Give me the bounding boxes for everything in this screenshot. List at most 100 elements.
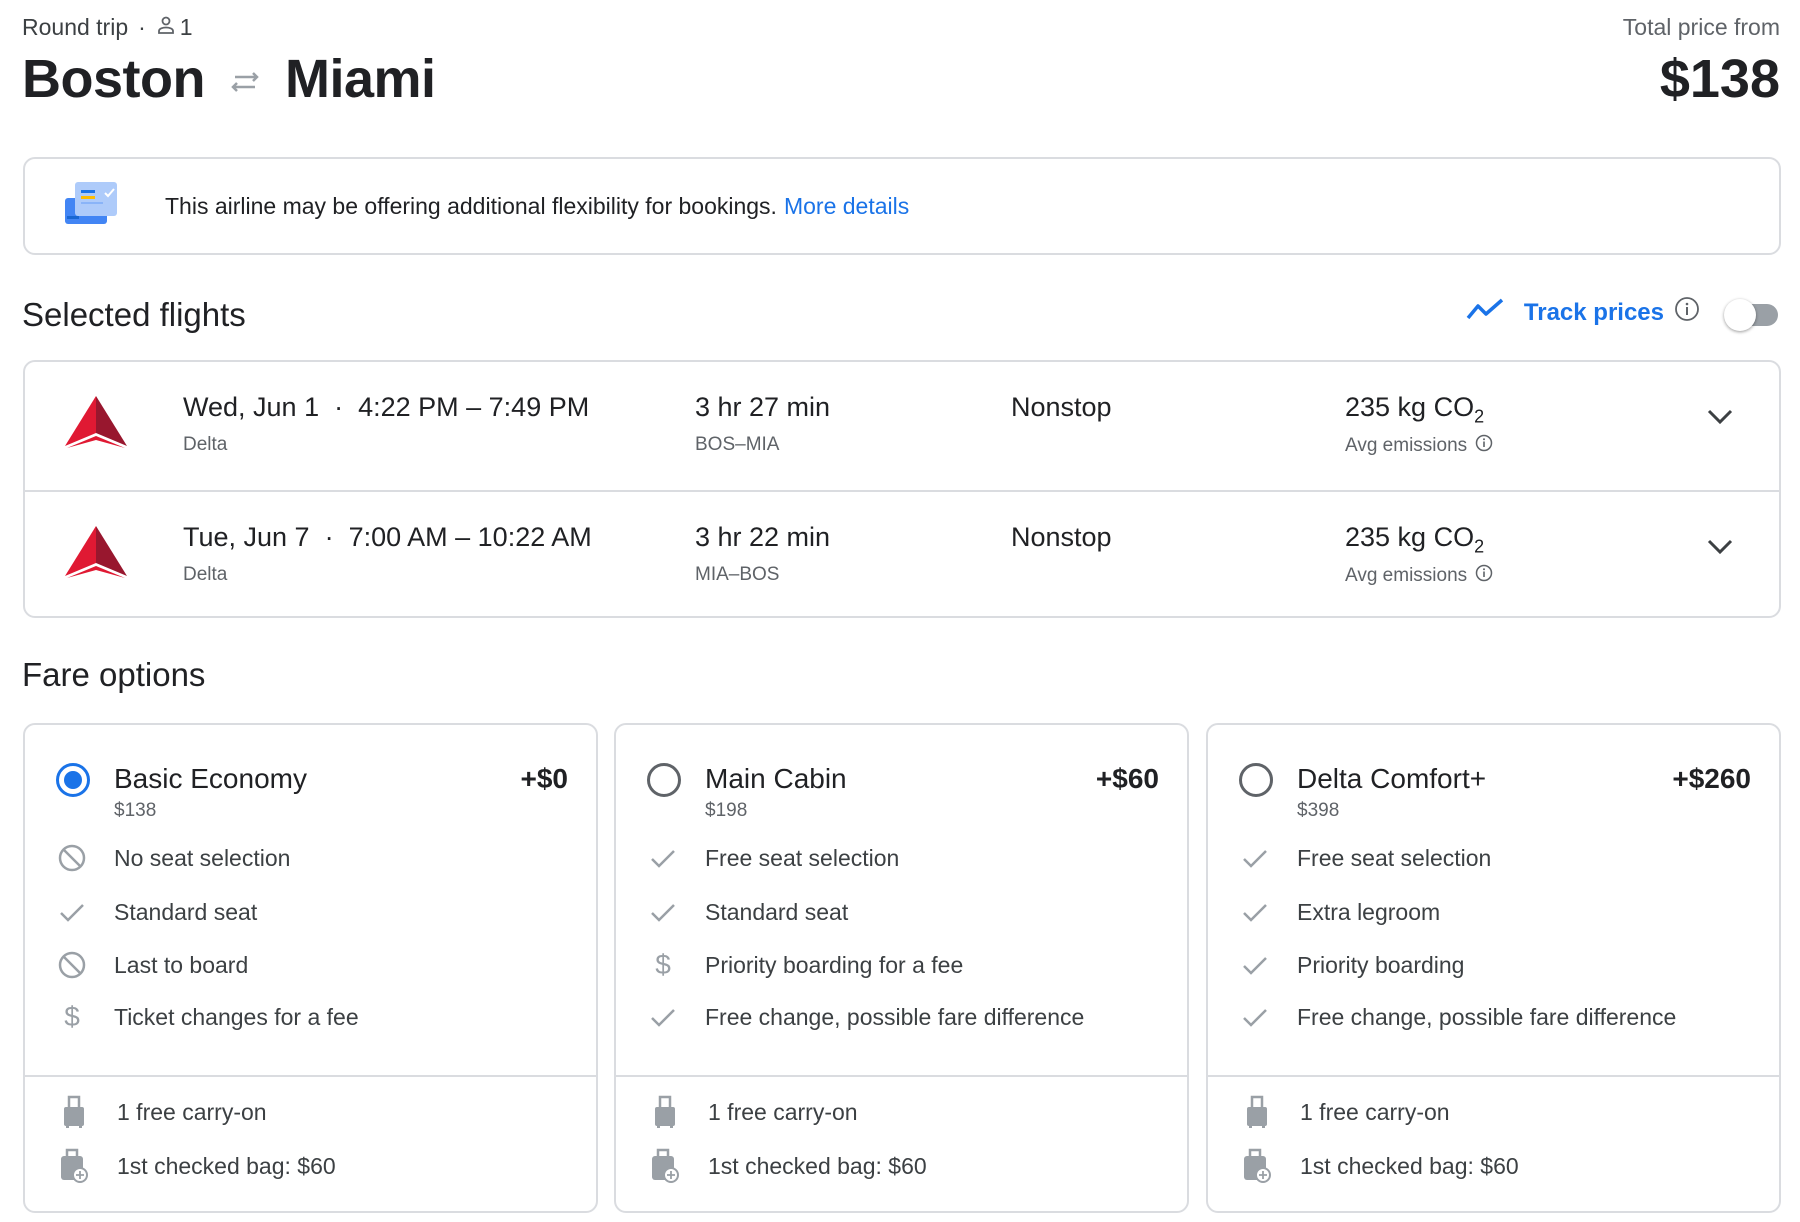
fare-radio[interactable] (56, 763, 90, 797)
baggage-text: 1 free carry-on (117, 1098, 267, 1125)
baggage-text: 1st checked bag: $60 (1300, 1152, 1519, 1179)
separator-dot: · (309, 522, 349, 552)
fare-name: Basic Economy (114, 763, 307, 794)
banner-text: This airline may be offering additional … (165, 192, 777, 219)
flight-date: Tue, Jun 7 (183, 522, 310, 552)
delta-logo-icon (65, 526, 127, 583)
info-icon[interactable] (1475, 564, 1493, 588)
fare-price-difference: +$60 (1095, 763, 1159, 794)
fare-total-price: $138 (114, 800, 157, 821)
booking-document-icon (65, 180, 119, 232)
fare-feature-text: Standard seat (705, 898, 849, 925)
baggage-item: 1st checked bag: $60 (59, 1148, 336, 1184)
flight-row[interactable]: Tue, Jun 7 · 7:00 AM – 10:22 AM Delta 3 … (25, 490, 1779, 618)
dollar-icon: $ (64, 1001, 80, 1032)
fare-feature: Free seat selection (646, 841, 899, 875)
checked-bag-icon (1242, 1148, 1272, 1184)
divider (1208, 1075, 1779, 1077)
check-icon (55, 895, 89, 929)
co2-emissions: 235 kg CO2 (1345, 392, 1484, 427)
person-icon (156, 14, 176, 41)
fare-name: Delta Comfort+ (1297, 763, 1487, 794)
origin: Boston (22, 49, 205, 109)
fare-price-difference: +$0 (520, 763, 569, 794)
flight-time-range: 7:00 AM – 10:22 AM (348, 522, 592, 552)
fare-feature-text: Free seat selection (705, 844, 900, 871)
flight-duration: 3 hr 27 min (695, 392, 831, 422)
fare-feature-text: Extra legroom (1297, 898, 1441, 925)
destination: Miami (284, 49, 436, 109)
carry-on-icon (1242, 1095, 1272, 1129)
fare-feature-text: Ticket changes for a fee (114, 1003, 359, 1030)
fare-feature: Standard seat (646, 895, 848, 929)
check-icon (1238, 841, 1272, 875)
flight-stops: Nonstop (1011, 392, 1112, 422)
co2-value: 235 kg CO (1345, 392, 1475, 422)
flight-duration: 3 hr 22 min (695, 522, 831, 552)
fare-feature-text: Free change, possible fare difference (1297, 1003, 1677, 1030)
flight-row[interactable]: Wed, Jun 1 · 4:22 PM – 7:49 PM Delta 3 h… (25, 362, 1779, 490)
fare-feature-text: Last to board (114, 951, 249, 978)
co2-emissions: 235 kg CO2 (1345, 522, 1484, 557)
round-trip-arrows-icon (227, 48, 263, 110)
trip-meta: Round trip · 1 (22, 14, 193, 41)
checked-bag-icon (59, 1148, 89, 1184)
flight-stops: Nonstop (1011, 522, 1112, 552)
baggage-text: 1st checked bag: $60 (708, 1152, 927, 1179)
co2-subscript: 2 (1474, 406, 1485, 427)
check-icon (1238, 1000, 1272, 1034)
track-prices-toggle[interactable] (1724, 298, 1780, 331)
selected-flights-title: Selected flights (22, 296, 246, 333)
fare-radio[interactable] (1239, 763, 1273, 797)
fare-price-difference: +$260 (1672, 763, 1751, 794)
more-details-link[interactable]: More details (783, 192, 910, 219)
divider (616, 1075, 1187, 1077)
fare-card[interactable]: Delta Comfort+ $398 +$260 Free seat sele… (1206, 723, 1781, 1213)
track-prices-label[interactable]: Track prices (1523, 298, 1664, 326)
baggage-item: 1st checked bag: $60 (1242, 1148, 1519, 1184)
baggage-item: 1 free carry-on (1242, 1095, 1450, 1129)
fare-total-price: $198 (705, 800, 748, 821)
baggage-item: 1st checked bag: $60 (650, 1148, 927, 1184)
flight-times: Tue, Jun 7 · 7:00 AM – 10:22 AM (183, 522, 592, 553)
route-title: Boston Miami (22, 48, 436, 110)
fare-feature-text: No seat selection (114, 844, 291, 871)
baggage-text: 1st checked bag: $60 (117, 1152, 336, 1179)
fare-total-price: $398 (1297, 800, 1340, 821)
fare-card[interactable]: Main Cabin $198 +$60 Free seat selection… (614, 723, 1189, 1213)
flight-date: Wed, Jun 1 (183, 392, 320, 422)
fare-feature-text: Priority boarding for a fee (705, 951, 964, 978)
expand-chevron-icon[interactable] (1705, 406, 1735, 431)
info-icon[interactable] (1475, 434, 1493, 458)
flight-route: MIA–BOS (695, 564, 780, 585)
check-icon (1238, 948, 1272, 982)
emissions-label: Avg emissions (1345, 434, 1493, 458)
fare-feature-text: Standard seat (114, 898, 258, 925)
expand-chevron-icon[interactable] (1705, 536, 1735, 561)
carry-on-icon (650, 1095, 680, 1129)
baggage-text: 1 free carry-on (708, 1098, 858, 1125)
check-icon (646, 841, 680, 875)
dollar-icon: $ (655, 949, 671, 980)
check-icon (646, 1000, 680, 1034)
check-icon (646, 895, 680, 929)
checked-bag-icon (650, 1148, 680, 1184)
block-icon (55, 841, 89, 875)
selected-flights-list: Wed, Jun 1 · 4:22 PM – 7:49 PM Delta 3 h… (23, 360, 1781, 618)
baggage-item: 1 free carry-on (650, 1095, 858, 1129)
emissions-label: Avg emissions (1345, 564, 1493, 588)
fare-feature: Free change, possible fare difference (646, 1000, 1084, 1034)
total-price: $138 (1659, 49, 1780, 109)
fare-options-title: Fare options (22, 656, 206, 693)
fare-radio[interactable] (647, 763, 681, 797)
delta-logo-icon (65, 396, 127, 453)
separator-dot: · (138, 14, 146, 40)
fare-name: Main Cabin (705, 763, 847, 794)
flight-times: Wed, Jun 1 · 4:22 PM – 7:49 PM (183, 392, 589, 423)
fare-feature-text: Free change, possible fare difference (705, 1003, 1085, 1030)
trend-icon (1466, 297, 1506, 328)
fare-card[interactable]: Basic Economy $138 +$0 No seat selection… (23, 723, 598, 1213)
total-price-label: Total price from (1622, 14, 1780, 40)
info-icon[interactable] (1674, 296, 1700, 329)
divider (25, 1075, 596, 1077)
